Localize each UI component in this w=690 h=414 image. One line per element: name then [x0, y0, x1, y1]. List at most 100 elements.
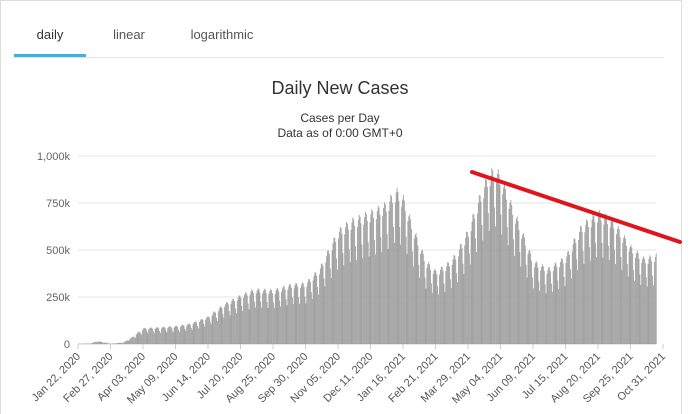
- bar: [506, 226, 508, 344]
- bar: [595, 243, 597, 344]
- bar: [132, 336, 133, 344]
- bar: [562, 263, 564, 344]
- bar: [307, 282, 309, 344]
- bar: [566, 256, 568, 344]
- bar: [267, 307, 269, 344]
- bar: [577, 270, 579, 344]
- bar: [425, 288, 427, 344]
- bar: [565, 263, 567, 344]
- bar: [122, 342, 124, 344]
- bar: [620, 256, 622, 344]
- bar: [602, 257, 604, 344]
- bar: [403, 195, 404, 344]
- bar: [161, 328, 162, 344]
- bar: [624, 235, 625, 344]
- bar: [286, 305, 288, 344]
- bar: [418, 264, 420, 344]
- bar: [263, 288, 265, 344]
- bar: [151, 327, 152, 344]
- bar: [140, 333, 142, 344]
- bar: [460, 244, 462, 344]
- bar: [653, 262, 655, 344]
- bar: [632, 253, 634, 344]
- bar: [642, 258, 644, 344]
- bar: [270, 289, 272, 344]
- tab-logarithmic[interactable]: logarithmic: [190, 27, 254, 42]
- bar: [515, 218, 517, 344]
- bar: [375, 219, 377, 344]
- bar: [372, 211, 374, 344]
- bar: [397, 191, 399, 344]
- bar: [484, 187, 486, 344]
- bar: [337, 269, 338, 344]
- bar: [156, 327, 158, 344]
- bar: [88, 343, 90, 344]
- bar: [323, 278, 325, 344]
- bar: [540, 270, 542, 344]
- bar: [310, 282, 311, 344]
- bar: [188, 323, 189, 344]
- tab-daily[interactable]: daily: [14, 14, 86, 57]
- bar: [477, 213, 478, 344]
- bar: [324, 286, 326, 344]
- y-tick-label: 250k: [46, 292, 70, 304]
- bar: [443, 283, 445, 344]
- bar: [198, 328, 199, 344]
- bar: [161, 327, 163, 344]
- bar: [621, 270, 623, 344]
- bar: [563, 277, 565, 344]
- bar: [532, 277, 533, 344]
- bar: [647, 263, 649, 344]
- bar: [569, 254, 570, 344]
- bar: [646, 286, 648, 344]
- bar: [413, 238, 415, 344]
- bar: [287, 289, 289, 344]
- bar: [347, 229, 349, 344]
- bar: [616, 234, 617, 344]
- bar: [101, 341, 103, 344]
- bar: [365, 213, 367, 344]
- bar: [459, 244, 461, 344]
- bar: [588, 227, 589, 344]
- bar: [383, 207, 384, 344]
- bar: [288, 286, 290, 344]
- bar: [399, 227, 401, 344]
- bar: [321, 263, 323, 344]
- bar: [313, 275, 315, 344]
- bar: [189, 323, 190, 344]
- bar: [446, 266, 448, 344]
- bar: [220, 306, 222, 344]
- bar: [356, 260, 357, 344]
- tab-linear[interactable]: linear: [113, 27, 145, 42]
- bar: [338, 231, 340, 344]
- bar: [436, 274, 438, 344]
- bar: [473, 214, 475, 344]
- bar: [269, 290, 271, 344]
- bar: [605, 213, 607, 344]
- bar: [219, 306, 221, 344]
- bar: [356, 227, 358, 344]
- bar: [303, 286, 305, 344]
- bar: [378, 207, 380, 344]
- bar: [264, 289, 266, 344]
- bar: [501, 234, 503, 344]
- bar: [494, 207, 495, 344]
- bar: [447, 262, 449, 344]
- bar: [570, 278, 572, 344]
- bar: [333, 237, 335, 344]
- bar: [98, 341, 100, 344]
- bar: [335, 241, 337, 344]
- bar: [594, 222, 596, 344]
- bar: [543, 271, 545, 344]
- bar: [625, 238, 626, 344]
- bar: [554, 262, 556, 344]
- bar: [573, 238, 575, 344]
- bar: [449, 266, 450, 344]
- bar: [627, 276, 629, 344]
- bar: [296, 283, 298, 344]
- bar: [420, 253, 421, 344]
- bar: [609, 227, 611, 344]
- bar: [629, 247, 631, 344]
- bar: [191, 329, 193, 344]
